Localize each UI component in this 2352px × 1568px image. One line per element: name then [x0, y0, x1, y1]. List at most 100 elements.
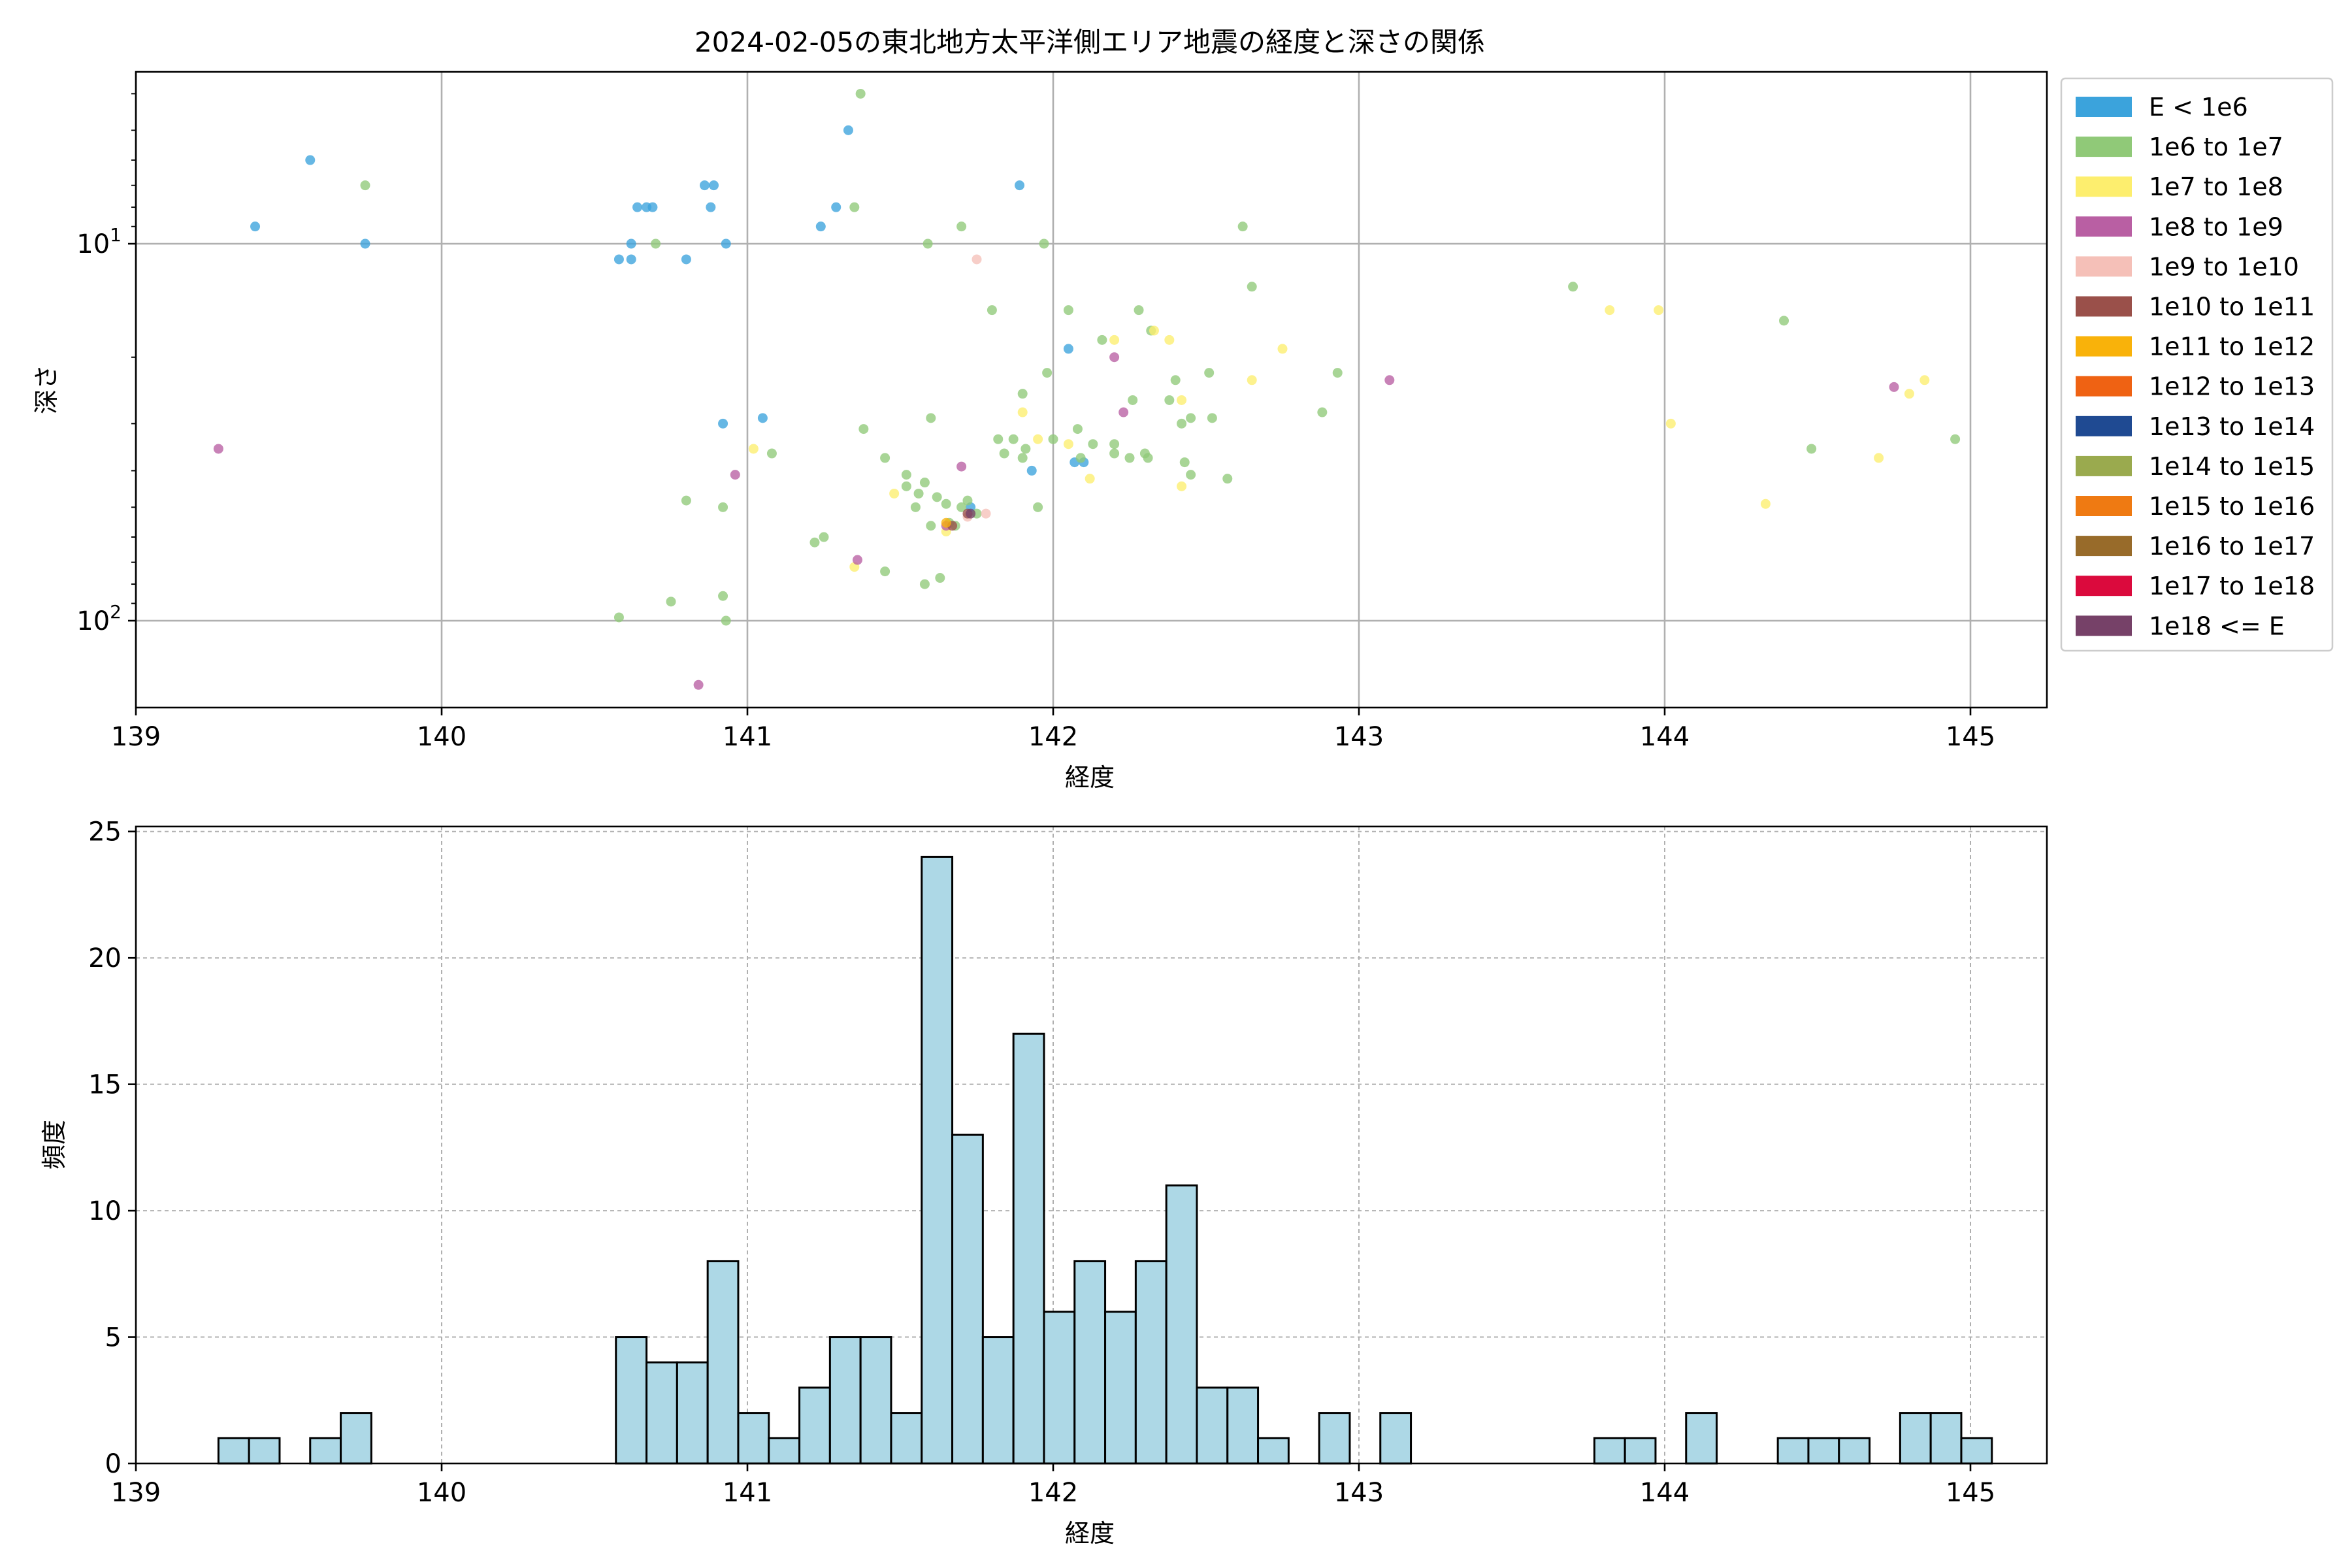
histogram-bar — [615, 1336, 648, 1465]
scatter-point — [1919, 375, 1930, 385]
histogram-bar — [706, 1260, 740, 1465]
scatter-point — [613, 254, 624, 265]
scatter-point — [1021, 444, 1031, 454]
scatter-point — [941, 498, 951, 509]
scatter-point — [956, 502, 967, 512]
histogram-bar — [1104, 1311, 1137, 1465]
scatter-point — [1109, 335, 1120, 345]
histogram-bar — [981, 1336, 1015, 1465]
scatter-point — [1384, 375, 1395, 385]
scatter-point — [1033, 434, 1043, 444]
scatter-point — [831, 202, 841, 212]
scatter-point — [1109, 352, 1120, 363]
histogram-x-tick-label: 145 — [1946, 1478, 1995, 1508]
histogram-x-tick-label: 141 — [723, 1478, 772, 1508]
histogram-y-tick-label: 20 — [88, 943, 122, 973]
scatter-point — [305, 155, 316, 165]
scatter-point — [632, 202, 643, 212]
histogram-y-tick-label: 0 — [105, 1449, 122, 1479]
histogram-y-tick-label: 25 — [88, 817, 122, 847]
histogram-bar — [217, 1437, 250, 1465]
histogram-x-tick-label: 144 — [1640, 1478, 1690, 1508]
scatter-point — [1149, 325, 1159, 336]
scatter-point — [858, 424, 869, 434]
scatter-axes-frame — [135, 71, 2048, 709]
scatter-point — [1026, 465, 1037, 476]
scatter-point — [926, 413, 936, 423]
scatter-point — [849, 202, 860, 212]
scatter-point — [1779, 316, 1789, 326]
scatter-point — [1164, 335, 1175, 345]
legend-label: 1e17 to 1e18 — [2149, 572, 2315, 600]
scatter-grid — [135, 72, 2047, 708]
legend-swatch — [2076, 496, 2132, 516]
scatter-point — [626, 254, 636, 265]
scatter-series — [360, 88, 1961, 626]
scatter-point — [1222, 474, 1233, 484]
histogram-bar — [1929, 1412, 1963, 1465]
scatter-point — [1177, 418, 1187, 429]
legend-swatch — [2076, 296, 2132, 317]
scatter-point — [1806, 444, 1817, 454]
scatter-point — [1008, 434, 1019, 444]
histogram-y-tick-label: 10 — [88, 1196, 122, 1226]
histogram-bar — [645, 1361, 678, 1465]
scatter-point — [1128, 395, 1138, 405]
scatter-point — [1247, 282, 1257, 292]
scatter-x-tick-label: 143 — [1334, 722, 1384, 752]
scatter-point — [1017, 453, 1028, 463]
scatter-point — [1124, 453, 1135, 463]
scatter-point — [1889, 382, 1899, 392]
scatter-point — [693, 679, 704, 690]
histogram-ticks: 139 140 141 142 143 144 145 0 5 10 15 20 25 — [88, 817, 1995, 1508]
legend-label: 1e15 to 1e16 — [2149, 492, 2315, 521]
scatter-point — [855, 88, 866, 99]
scatter-y-axis-label: 深さ — [32, 365, 61, 414]
scatter-point — [1134, 305, 1144, 316]
scatter-point — [1179, 457, 1190, 468]
legend-label: 1e14 to 1e15 — [2149, 452, 2315, 481]
histogram-bar — [768, 1437, 801, 1465]
scatter-point — [651, 238, 661, 249]
scatter-point — [1063, 344, 1073, 354]
scatter-point — [999, 448, 1009, 459]
scatter-point — [1177, 395, 1187, 405]
scatter-point — [1039, 238, 1049, 249]
histogram-y-tick-label: 15 — [88, 1070, 122, 1100]
scatter-point — [1247, 375, 1257, 385]
scatter-series — [941, 517, 951, 528]
histogram-x-tick-label: 142 — [1028, 1478, 1078, 1508]
scatter-point — [1063, 439, 1073, 449]
histogram-bar — [309, 1437, 342, 1465]
scatter-point — [1950, 434, 1961, 444]
histogram-bar — [1807, 1437, 1840, 1465]
legend-label: 1e12 to 1e13 — [2149, 372, 2315, 401]
scatter-point — [919, 579, 930, 589]
legend-swatch — [2076, 615, 2132, 636]
scatter-ticks: 139 140 141 142 143 144 145 101 102 — [76, 93, 1995, 752]
scatter-series — [966, 508, 976, 519]
scatter-point — [748, 444, 759, 454]
legend-label: 1e18 <= E — [2149, 612, 2285, 640]
scatter-point — [941, 517, 951, 528]
histogram-x-axis-label: 経度 — [1065, 1519, 1115, 1548]
legend-label: 1e11 to 1e12 — [2149, 333, 2315, 361]
scatter-point — [699, 180, 710, 191]
scatter-point — [1109, 439, 1120, 449]
scatter-point — [718, 591, 728, 601]
histogram-bar — [1318, 1412, 1351, 1465]
scatter-point — [730, 470, 740, 480]
legend-label: 1e9 to 1e10 — [2149, 252, 2299, 281]
scatter-point — [913, 488, 924, 498]
scatter-point — [972, 254, 982, 265]
legend-swatch — [2076, 216, 2132, 237]
legend-swatch — [2076, 376, 2132, 397]
scatter-title: 2024-02-05の東北地方太平洋側エリア地震の経度と深さの関係 — [694, 26, 1485, 58]
scatter-point — [681, 254, 691, 265]
scatter-point — [706, 202, 716, 212]
scatter-point — [1048, 434, 1058, 444]
histogram-bar — [951, 1134, 984, 1465]
scatter-point — [809, 537, 820, 547]
scatter-point — [919, 478, 930, 488]
